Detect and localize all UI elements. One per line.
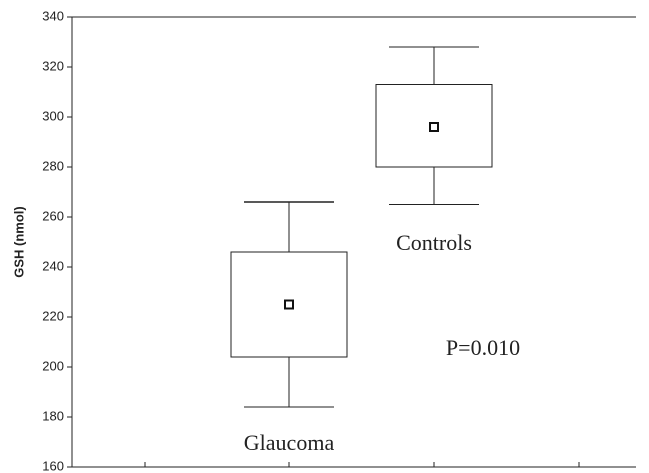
box — [230, 251, 348, 358]
box — [375, 84, 493, 168]
category-label: Glaucoma — [244, 430, 335, 455]
y-tick-label: 300 — [42, 108, 64, 123]
y-tick-label: 220 — [42, 308, 64, 323]
category-label: Controls — [396, 230, 472, 255]
y-tick-label: 240 — [42, 258, 64, 273]
mean-marker — [284, 299, 294, 310]
x-ticks — [144, 462, 580, 467]
y-tick-label: 200 — [42, 358, 64, 373]
annotation: P=0.010 — [446, 335, 520, 360]
y-tick-label: 340 — [42, 8, 64, 23]
y-tick-label: 160 — [42, 458, 64, 473]
y-tick-label: 280 — [42, 158, 64, 173]
y-tick-label: 260 — [42, 208, 64, 223]
mean-marker — [429, 122, 439, 132]
y-tick-label: 180 — [42, 408, 64, 423]
y-axis-label: GSH (nmol) — [11, 206, 26, 278]
y-tick-label: 320 — [42, 58, 64, 73]
